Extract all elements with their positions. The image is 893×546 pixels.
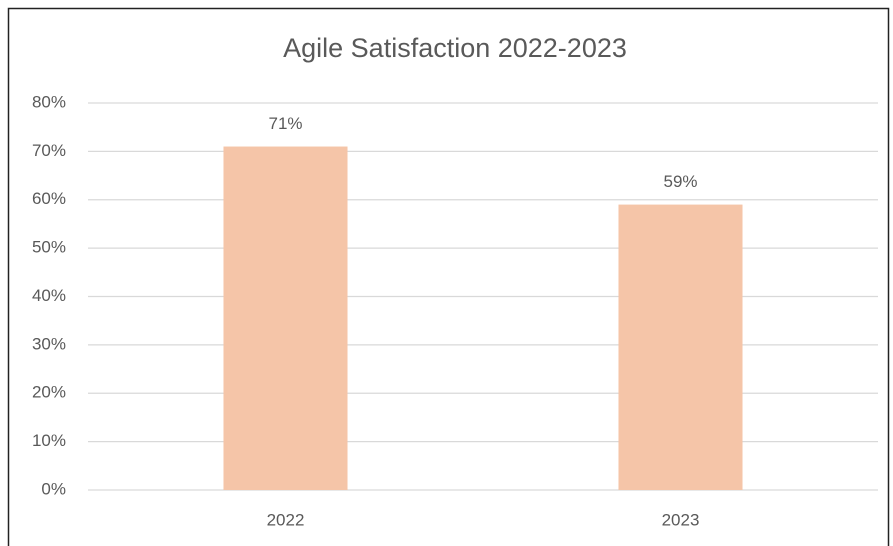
y-tick-label: 80%	[32, 92, 66, 111]
data-label: 59%	[663, 172, 697, 191]
y-tick-label: 30%	[32, 334, 66, 353]
bar	[223, 146, 348, 490]
x-tick-label: 2022	[267, 510, 305, 529]
y-tick-label: 0%	[41, 479, 66, 498]
x-tick-label: 2023	[662, 510, 700, 529]
chart-title: Agile Satisfaction 2022-2023	[283, 33, 627, 63]
data-label: 71%	[268, 114, 302, 133]
y-tick-label: 10%	[32, 431, 66, 450]
chart-border	[7, 7, 890, 546]
y-tick-label: 20%	[32, 383, 66, 402]
y-tick-label: 60%	[32, 189, 66, 208]
y-tick-label: 70%	[32, 141, 66, 160]
bar	[618, 204, 743, 490]
y-tick-label: 50%	[32, 238, 66, 257]
y-tick-label: 40%	[32, 286, 66, 305]
